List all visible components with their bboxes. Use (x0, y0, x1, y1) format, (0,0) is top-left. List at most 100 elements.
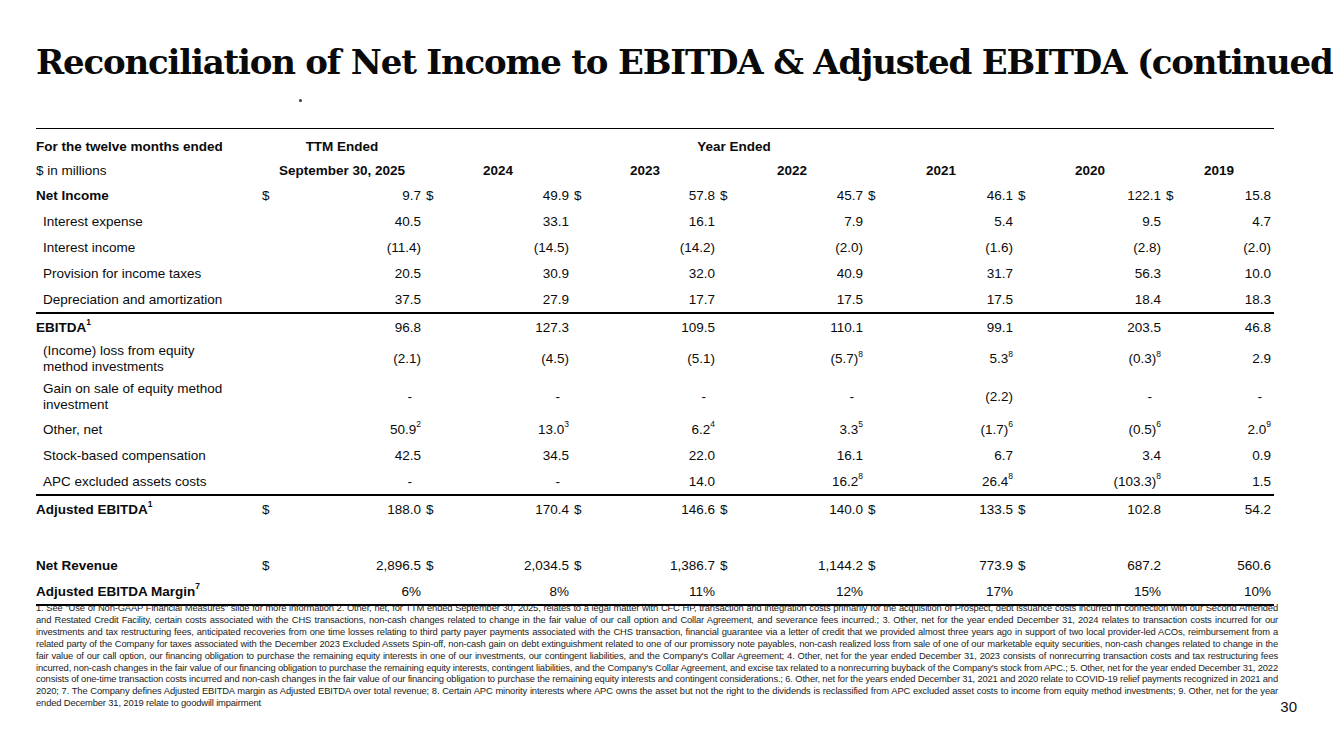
dollar-sign (424, 313, 454, 340)
cell-value: 2,034.5 (454, 552, 572, 578)
cell-value: 17.7 (602, 286, 718, 313)
dollar-sign (424, 468, 454, 495)
cell-value: 32.0 (602, 260, 718, 286)
dollar-sign: $ (260, 495, 290, 522)
header-year-2019: 2019 (1164, 158, 1274, 182)
dollar-sign (260, 378, 290, 416)
dollar-sign (1164, 578, 1194, 605)
cell-value: 773.9 (896, 552, 1016, 578)
row-label: Adjusted EBITDA Margin7 (36, 578, 260, 605)
dollar-sign (718, 378, 748, 416)
table-header-row-1: For the twelve months ended TTM Ended Ye… (36, 129, 1274, 159)
cell-value: 110.1 (748, 313, 866, 340)
cell-value: 16.1 (602, 208, 718, 234)
cell-value: 203.5 (1046, 313, 1164, 340)
cell-value: 10% (1194, 578, 1274, 605)
cell-value: 0.9 (1194, 442, 1274, 468)
cell-value: 37.5 (290, 286, 424, 313)
cell-value: (1.7)6 (896, 416, 1016, 442)
cell-value: 27.9 (454, 286, 572, 313)
cell-value: 12% (748, 578, 866, 605)
dollar-sign (424, 442, 454, 468)
dollar-sign: $ (1164, 182, 1194, 208)
header-year-2024: 2024 (424, 158, 572, 182)
dollar-sign: $ (260, 552, 290, 578)
dollar-sign (424, 578, 454, 605)
dollar-sign (718, 260, 748, 286)
cell-value: 96.8 (290, 313, 424, 340)
cell-value: - (290, 378, 424, 416)
dollar-sign (260, 260, 290, 286)
dollar-sign (424, 234, 454, 260)
dollar-sign (572, 578, 602, 605)
dollar-sign (260, 286, 290, 313)
dollar-sign (572, 286, 602, 313)
row-label: Other, net (36, 416, 260, 442)
cell-value: 3.35 (748, 416, 866, 442)
cell-value: 18.3 (1194, 286, 1274, 313)
cell-value: 17.5 (748, 286, 866, 313)
dollar-sign: $ (1016, 552, 1046, 578)
cell-value: 49.9 (454, 182, 572, 208)
header-year-2020: 2020 (1016, 158, 1164, 182)
cell-value: (0.3)8 (1046, 340, 1164, 378)
dollar-sign (866, 260, 896, 286)
cell-value: 133.5 (896, 495, 1016, 522)
cell-value: 20.5 (290, 260, 424, 286)
cell-value: 3.4 (1046, 442, 1164, 468)
title-dot (299, 99, 302, 102)
dollar-sign (1164, 552, 1194, 578)
dollar-sign: $ (572, 495, 602, 522)
header-ttm-line1: TTM Ended (260, 129, 424, 159)
cell-value: 31.7 (896, 260, 1016, 286)
row-label: EBITDA1 (36, 313, 260, 340)
page-number: 30 (1280, 698, 1297, 715)
cell-value: 22.0 (602, 442, 718, 468)
cell-value: 11% (602, 578, 718, 605)
row-label: Depreciation and amortization (36, 286, 260, 313)
header-year-2021: 2021 (866, 158, 1016, 182)
cell-value: 13.03 (454, 416, 572, 442)
cell-value: 6.24 (602, 416, 718, 442)
table-row: Provision for income taxes20.530.932.040… (36, 260, 1274, 286)
header-year-2022: 2022 (718, 158, 866, 182)
row-label: (Income) loss from equitymethod investme… (36, 340, 260, 378)
cell-value: - (454, 468, 572, 495)
dollar-sign (572, 340, 602, 378)
dollar-sign: $ (718, 182, 748, 208)
table-row: Other, net50.9213.036.243.35(1.7)6(0.5)6… (36, 416, 1274, 442)
cell-value: 2.9 (1194, 340, 1274, 378)
dollar-sign (424, 286, 454, 313)
cell-value: 54.2 (1194, 495, 1274, 522)
table-row: APC excluded assets costs--14.016.2826.4… (36, 468, 1274, 495)
cell-value: 34.5 (454, 442, 572, 468)
table-header-row-2: $ in millions September 30, 2025 2024 20… (36, 158, 1274, 182)
cell-value: 5.38 (896, 340, 1016, 378)
dollar-sign (424, 416, 454, 442)
cell-value: (2.0) (1194, 234, 1274, 260)
cell-value: (2.0) (748, 234, 866, 260)
cell-value: 16.28 (748, 468, 866, 495)
header-units-label: $ in millions (36, 158, 260, 182)
dollar-sign (1164, 286, 1194, 313)
cell-value: 9.5 (1046, 208, 1164, 234)
dollar-sign (260, 416, 290, 442)
dollar-sign: $ (424, 182, 454, 208)
cell-value: 146.6 (602, 495, 718, 522)
dollar-sign (260, 442, 290, 468)
table-row: Interest expense40.533.116.17.95.49.54.7 (36, 208, 1274, 234)
row-label: Interest expense (36, 208, 260, 234)
dollar-sign: $ (866, 495, 896, 522)
table-row: (Income) loss from equitymethod investme… (36, 340, 1274, 378)
dollar-sign (1164, 442, 1194, 468)
dollar-sign (1016, 442, 1046, 468)
cell-value: - (1194, 378, 1274, 416)
dollar-sign (424, 340, 454, 378)
cell-value: 30.9 (454, 260, 572, 286)
table-row: EBITDA196.8127.3109.5110.199.1203.546.8 (36, 313, 1274, 340)
dollar-sign (260, 234, 290, 260)
dollar-sign (718, 234, 748, 260)
cell-value: 42.5 (290, 442, 424, 468)
dollar-sign (572, 442, 602, 468)
header-ttm-line2: September 30, 2025 (260, 158, 424, 182)
